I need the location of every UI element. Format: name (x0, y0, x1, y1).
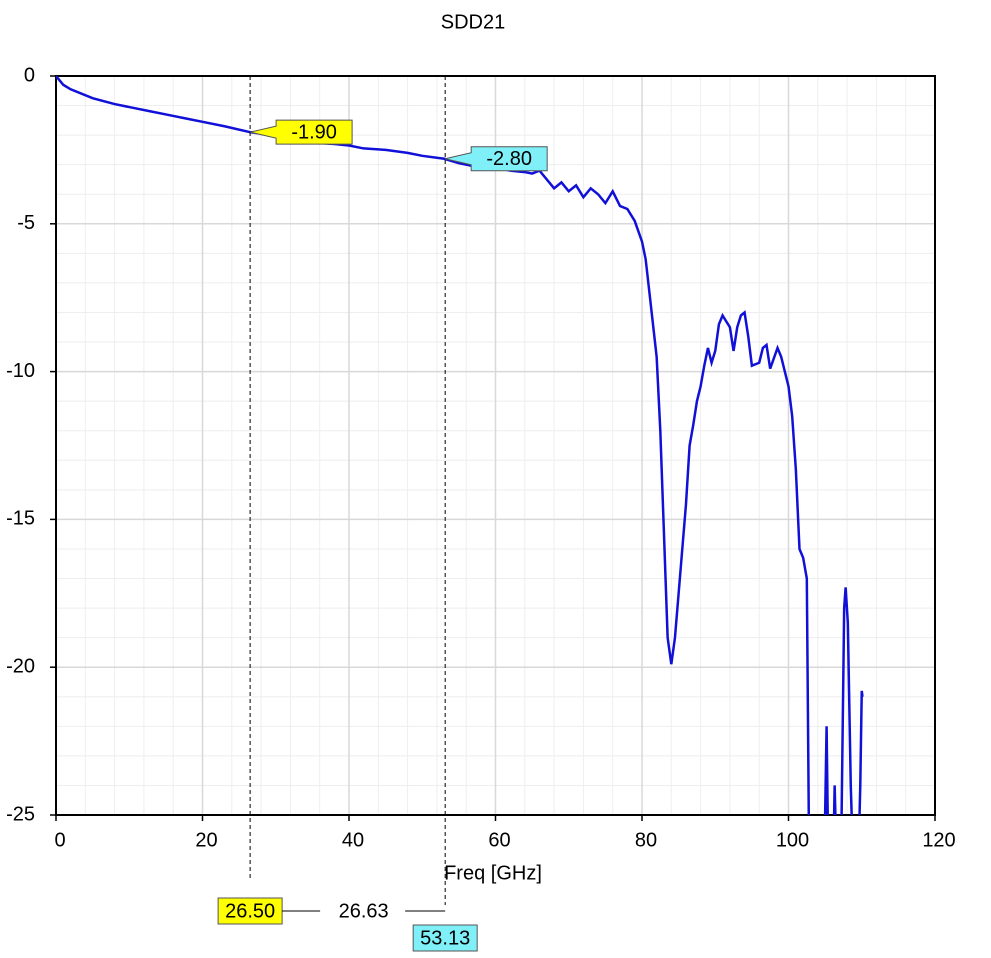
plot-frame (55, 75, 936, 816)
marker-value-label: -1.90 (291, 121, 337, 143)
x-tick-label: 20 (195, 829, 217, 851)
chart-title: SDD21 (441, 11, 505, 33)
marker-value-label: -2.80 (486, 148, 532, 170)
marker-x-box (412, 924, 478, 952)
y-tick-label: -10 (6, 360, 35, 382)
x-tick-label: 80 (635, 829, 657, 851)
x-tick-label: 0 (54, 829, 65, 851)
marker-x-box (217, 897, 283, 925)
x-tick-label: 60 (488, 829, 510, 851)
y-tick-label: -25 (6, 803, 35, 825)
marker-x-label: 53.13 (420, 927, 470, 949)
x-tick-label: 100 (776, 829, 809, 851)
marker-value-box (250, 119, 353, 145)
x-tick-label: 120 (922, 829, 955, 851)
y-tick-label: -15 (6, 508, 35, 530)
x-axis-label: Freq [GHz] (444, 862, 542, 884)
data-line (56, 76, 864, 815)
marker-delta: 26.63 (339, 900, 389, 922)
y-tick-label: 0 (24, 64, 35, 86)
x-tick-label: 40 (342, 829, 364, 851)
marker-x-label: 26.50 (225, 900, 275, 922)
marker-value-box (445, 146, 548, 172)
y-tick-label: -20 (6, 655, 35, 677)
y-tick-label: -5 (17, 212, 35, 234)
